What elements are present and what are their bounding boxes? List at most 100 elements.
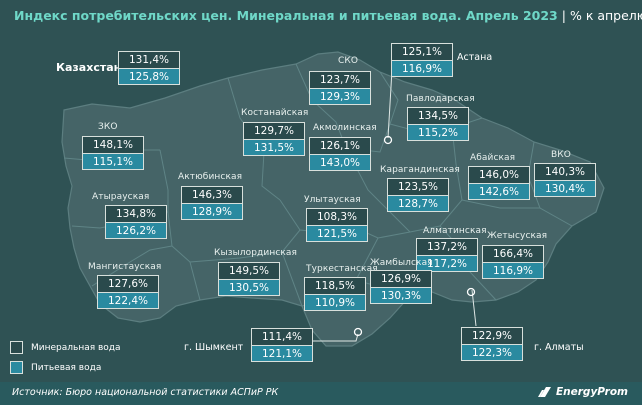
mangystau-drinking-value: 122,4% [97,292,159,309]
country-mineral-value: 131,4% [118,51,180,68]
shymkent-marker [353,327,363,337]
zhetysu-mineral-value: 166,4% [482,245,544,262]
legend-drinking-swatch [10,361,23,374]
region-label-zko: ЗКО [98,122,118,132]
city-markers [353,135,476,337]
turkestan-drinking-value: 110,9% [304,294,366,311]
vko-mineral-value: 140,3% [534,163,596,180]
region-label-almaty-obl: Алматинская [423,226,487,236]
karaganda-mineral-value: 123,5% [387,178,449,195]
border-mangystau [91,245,173,287]
footer-bar: Источник: Бюро национальной статистики А… [0,382,642,405]
region-label-sko: СКО [338,56,359,66]
region-values-akmola: 126,1% 143,0% [309,137,371,171]
region-values-abay: 146,0% 142,6% [468,166,530,200]
almaty-drinking-value: 122,3% [461,344,523,361]
almaty-obl-mineral-value: 137,2% [416,238,478,255]
region-values-ulytau: 108,3% 121,5% [306,208,368,242]
region-values-mangystau: 127,6% 122,4% [97,275,159,309]
almaty-marker [466,287,476,297]
country-values: 131,4% 125,8% [118,51,180,85]
astana-marker [383,135,393,145]
region-label-kostanay: Костанайская [241,108,309,118]
almaty-mineral-value: 122,9% [461,327,523,344]
country-label: Казахстан [56,61,122,74]
region-label-zhambyl: Жамбылская [370,258,433,268]
atyrau-drinking-value: 126,2% [105,222,167,239]
city-label-shymkent: г. Шымкент [184,342,244,353]
kostanay-drinking-value: 131,5% [243,139,305,156]
astana-drinking-value: 116,9% [391,60,453,77]
region-label-vko: ВКО [551,150,571,160]
city-label-astana: г. Астана [446,52,493,63]
zhetysu-drinking-value: 116,9% [482,262,544,279]
page-title: Индекс потребительских цен. Минеральная … [14,8,642,23]
zko-mineral-value: 148,1% [82,136,144,153]
region-values-astana: 125,1% 116,9% [391,43,453,77]
connector-almaty [471,289,477,327]
source-note: Источник: Бюро национальной статистики А… [12,387,279,398]
region-label-aktobe: Актюбинская [178,172,243,182]
energyprom-logo-icon [537,387,551,397]
shymkent-drinking-value: 121,1% [251,345,313,362]
sko-drinking-value: 129,3% [309,88,371,105]
border-zhetysu [461,199,540,209]
brand-name: EnergyProm [555,386,628,398]
ulytau-drinking-value: 121,5% [306,225,368,242]
mangystau-mineral-value: 127,6% [97,275,159,292]
legend-drinking-label: Питьевая вода [31,362,102,373]
atyrau-mineral-value: 134,8% [105,205,167,222]
legend-mineral: Минеральная вода [10,341,121,354]
country-drinking-value: 125,8% [118,68,180,85]
region-values-zhambyl: 126,9% 130,3% [370,270,432,304]
title-subtitle: % к апрелю 2022 [569,8,642,23]
region-values-kostanay: 129,7% 131,5% [243,122,305,156]
title-text: Индекс потребительских цен. Минеральная … [14,8,558,23]
kostanay-mineral-value: 129,7% [243,122,305,139]
aktobe-mineral-value: 146,3% [181,186,243,203]
ulytau-mineral-value: 108,3% [306,208,368,225]
region-values-kyzylorda: 149,5% 130,5% [218,262,280,296]
aktobe-drinking-value: 128,9% [181,203,243,220]
pavlodar-drinking-value: 115,2% [407,124,469,141]
kyzylorda-drinking-value: 130,5% [218,279,280,296]
region-values-atyrau: 134,8% 126,2% [105,205,167,239]
region-values-shymkent: 111,4% 121,1% [251,328,313,362]
region-values-karaganda: 123,5% 128,7% [387,178,449,212]
region-values-vko: 140,3% 130,4% [534,163,596,197]
zhambyl-mineral-value: 126,9% [370,270,432,287]
abay-mineral-value: 146,0% [468,166,530,183]
region-label-kyzylorda: Кызылординская [214,248,298,258]
region-values-zhetysu: 166,4% 116,9% [482,245,544,279]
region-label-abay: Абайская [470,153,516,163]
shymkent-mineral-value: 111,4% [251,328,313,345]
kyzylorda-mineral-value: 149,5% [218,262,280,279]
city-label-almaty: г. Алматы [534,342,584,353]
brand: EnergyProm [537,386,628,398]
border-kyzylorda [189,229,301,263]
zhambyl-drinking-value: 130,3% [370,287,432,304]
region-values-turkestan: 118,5% 110,9% [304,277,366,311]
almaty-obl-drinking-value: 117,2% [416,255,478,272]
pavlodar-mineral-value: 134,5% [407,107,469,124]
region-label-zhetysu: Жетысуская [487,231,548,241]
astana-mineral-value: 125,1% [391,43,453,60]
region-values-aktobe: 146,3% 128,9% [181,186,243,220]
karaganda-drinking-value: 128,7% [387,195,449,212]
region-label-karaganda: Карагандинская [380,165,460,175]
vko-drinking-value: 130,4% [534,180,596,197]
title-separator: | [561,8,566,23]
region-label-atyrau: Атырауская [92,192,150,202]
region-label-pavlodar: Павлодарская [406,94,475,104]
connector-shymkent [305,333,359,342]
border-abay [439,127,463,227]
region-label-mangystau: Мангистауская [88,262,162,272]
region-values-sko: 123,7% 129,3% [309,71,371,105]
legend-drinking: Питьевая вода [10,361,101,374]
legend-mineral-label: Минеральная вода [31,342,121,353]
region-label-ulytau: Улытауская [304,195,361,205]
akmola-drinking-value: 143,0% [309,154,371,171]
akmola-mineral-value: 126,1% [309,137,371,154]
abay-drinking-value: 142,6% [468,183,530,200]
